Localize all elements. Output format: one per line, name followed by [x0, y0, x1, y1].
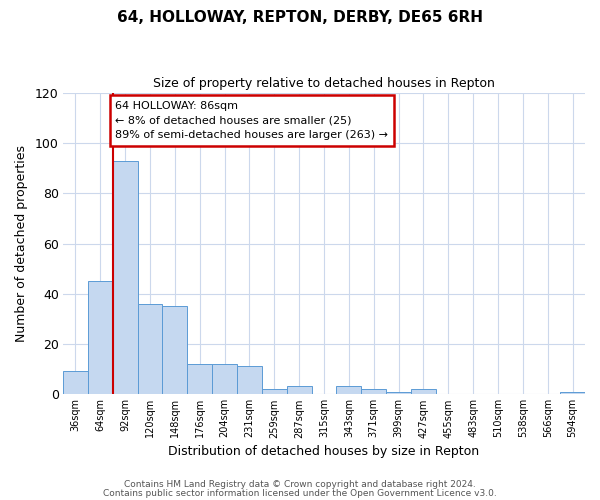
Bar: [361, 389, 386, 394]
Text: 64, HOLLOWAY, REPTON, DERBY, DE65 6RH: 64, HOLLOWAY, REPTON, DERBY, DE65 6RH: [117, 10, 483, 25]
Bar: [63, 372, 88, 394]
X-axis label: Distribution of detached houses by size in Repton: Distribution of detached houses by size …: [169, 444, 479, 458]
Text: Contains public sector information licensed under the Open Government Licence v3: Contains public sector information licen…: [103, 488, 497, 498]
Bar: [386, 392, 411, 394]
Bar: [163, 306, 187, 394]
Bar: [411, 389, 436, 394]
Bar: [337, 386, 361, 394]
Title: Size of property relative to detached houses in Repton: Size of property relative to detached ho…: [153, 78, 495, 90]
Text: Contains HM Land Registry data © Crown copyright and database right 2024.: Contains HM Land Registry data © Crown c…: [124, 480, 476, 489]
Bar: [237, 366, 262, 394]
Bar: [287, 386, 311, 394]
Bar: [88, 281, 113, 394]
Bar: [212, 364, 237, 394]
Bar: [137, 304, 163, 394]
Bar: [262, 389, 287, 394]
Bar: [560, 392, 585, 394]
Text: 64 HOLLOWAY: 86sqm
← 8% of detached houses are smaller (25)
89% of semi-detached: 64 HOLLOWAY: 86sqm ← 8% of detached hous…: [115, 100, 388, 140]
Bar: [187, 364, 212, 394]
Bar: [113, 161, 137, 394]
Y-axis label: Number of detached properties: Number of detached properties: [15, 145, 28, 342]
